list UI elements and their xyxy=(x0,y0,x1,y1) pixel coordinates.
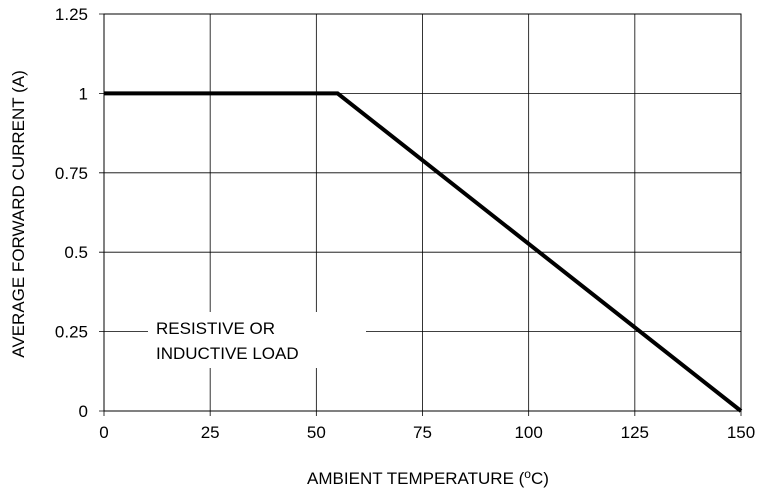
y-tick-label: 1 xyxy=(79,84,88,103)
x-tick-label: 25 xyxy=(201,423,220,442)
y-tick-label: 0.5 xyxy=(64,243,88,262)
x-axis-label-end: C) xyxy=(531,469,549,488)
series-line xyxy=(104,91,743,413)
plot-frame xyxy=(103,13,742,412)
y-tick-label: 0 xyxy=(79,402,88,421)
annotation-line-2: INDUCTIVE LOAD xyxy=(156,344,299,363)
x-axis-label-main: AMBIENT TEMPERATURE ( xyxy=(307,469,525,488)
tick-labels: 0 25 50 75 100 125 150 0 0.25 0.5 0.75 1 1.25 xyxy=(55,5,755,442)
x-axis-label: AMBIENT TEMPERATURE (oC) xyxy=(307,467,549,488)
x-tick-label: 100 xyxy=(514,423,542,442)
x-tick-label: 150 xyxy=(727,423,755,442)
x-axis-label-superscript: o xyxy=(524,467,531,481)
x-tick-label: 125 xyxy=(621,423,649,442)
annotation-line-1: RESISTIVE OR xyxy=(156,319,275,338)
y-axis-label: AVERAGE FORWARD CURRENT (A) xyxy=(9,70,28,357)
annotation-background xyxy=(148,312,366,368)
y-tick-label: 0.25 xyxy=(55,323,88,342)
y-tick-label: 0.75 xyxy=(55,164,88,183)
x-tick-label: 0 xyxy=(99,423,108,442)
x-tick-label: 75 xyxy=(413,423,432,442)
x-tick-label: 50 xyxy=(307,423,326,442)
y-tick-label: 1.25 xyxy=(55,5,88,24)
